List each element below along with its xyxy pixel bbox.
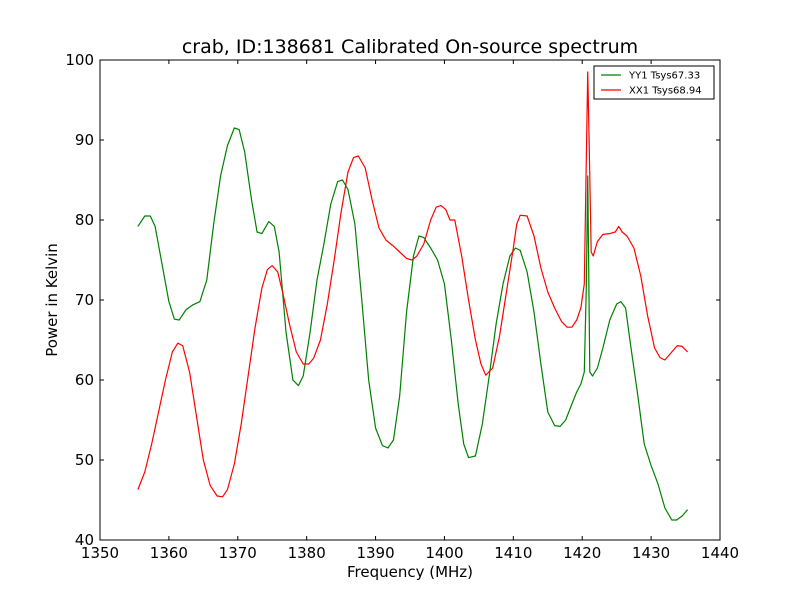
y-tick-label: 40 — [75, 531, 94, 549]
y-tick-label: 100 — [65, 51, 94, 69]
legend-label-yy1: YY1 Tsys67.33 — [628, 71, 700, 82]
y-tick-label: 60 — [75, 371, 94, 389]
x-tick-label: 1350 — [81, 544, 119, 562]
chart-title: crab, ID:138681 Calibrated On-source spe… — [182, 36, 638, 58]
y-axis-title: Power in Kelvin — [43, 243, 61, 357]
x-tick-label: 1370 — [219, 544, 257, 562]
plot-background — [100, 60, 720, 540]
x-tick-label: 1380 — [288, 544, 326, 562]
legend: YY1 Tsys67.33 XX1 Tsys68.94 — [593, 65, 715, 100]
y-tick-label: 70 — [75, 291, 94, 309]
x-axis-title: Frequency (MHz) — [347, 563, 473, 581]
y-tick-label: 90 — [75, 131, 94, 149]
x-tick-label: 1410 — [494, 544, 532, 562]
series-line-yy1 — [137, 127, 689, 521]
series-layer — [137, 71, 689, 521]
x-tick-label: 1440 — [701, 544, 739, 562]
x-tick-label: 1420 — [563, 544, 601, 562]
legend-box — [593, 65, 715, 100]
x-tick-label: 1360 — [150, 544, 188, 562]
x-tick-label: 1430 — [632, 544, 670, 562]
series-line-xx1 — [137, 71, 689, 498]
ticks-layer: 1350 1360 1370 1380 1390 1400 1410 1420 1430 1440… — [65, 51, 739, 562]
x-tick-label: 1390 — [356, 544, 394, 562]
plot-area: 1350 1360 1370 1380 1390 1400 1410 1420 1430 1440… — [65, 51, 739, 562]
legend-label-xx1: XX1 Tsys68.94 — [629, 86, 702, 97]
y-tick-label: 80 — [75, 211, 94, 229]
x-tick-label: 1400 — [425, 544, 463, 562]
y-tick-label: 50 — [75, 451, 94, 469]
